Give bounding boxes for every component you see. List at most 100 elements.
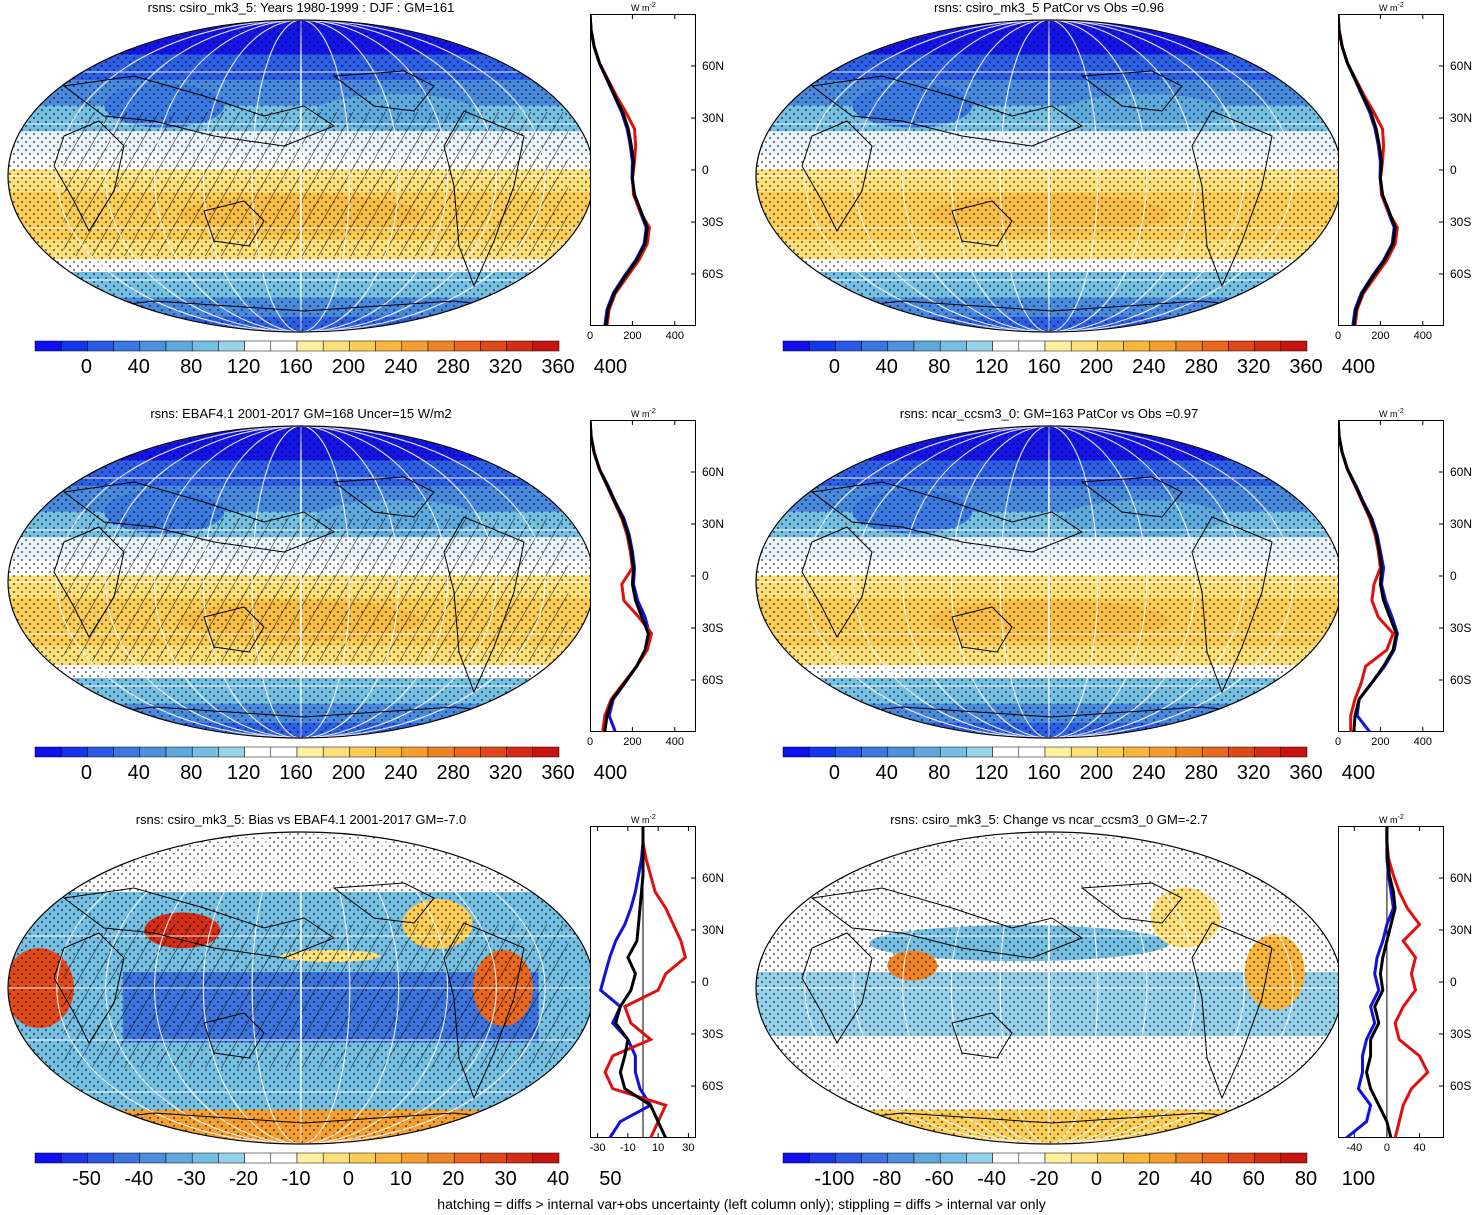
colorbar-tick-label: 280	[436, 356, 470, 378]
colorbar-labels: 0 40 80 120 160 200 240 280 320 360 400	[782, 356, 1375, 380]
colorbar-tick-label: 280	[1184, 356, 1218, 378]
profile-unit-exponent: -2	[1397, 814, 1404, 821]
profile-series-line	[603, 826, 688, 1138]
colorbar-tick-label: 240	[1132, 762, 1166, 784]
profile-frame	[1338, 826, 1444, 1138]
colorbar-tick-label: 240	[384, 762, 418, 784]
profile-xtick-label: 30	[682, 1142, 695, 1154]
colorbar-tick-label: 40	[127, 762, 150, 784]
colorbar-tick-label: 80	[1294, 1168, 1318, 1190]
profile-lat-label: 30S	[1450, 215, 1472, 229]
profile-lat-label: 0	[1450, 975, 1457, 989]
colorbar-tick-label: 0	[828, 356, 840, 378]
profile-series-line	[1364, 826, 1397, 1138]
graticule	[8, 832, 594, 1144]
profile-unit-label: W m-2	[1379, 2, 1404, 13]
world-map	[755, 19, 1343, 333]
profile-lat-label: 30N	[1450, 517, 1473, 531]
colorbar-tick-label: 400	[593, 356, 628, 378]
map-field	[756, 426, 1342, 738]
profile-lat-label: 30S	[702, 621, 724, 635]
colorbar-tick-label: 320	[488, 356, 523, 378]
world-map	[755, 831, 1343, 1145]
colorbar-tick-label: 320	[1236, 356, 1271, 378]
colorbar-tick-label: 240	[384, 356, 418, 378]
graticule	[8, 20, 594, 332]
profile-frame	[590, 420, 696, 732]
colorbar	[782, 746, 1308, 758]
profile-lat-label: 60S	[1450, 673, 1472, 687]
colorbar-tick-label: 160	[1027, 762, 1061, 784]
colorbar-tick-label: 120	[226, 356, 261, 378]
colorbar-tick-label: 80	[180, 762, 203, 784]
colorbar-labels: 0 40 80 120 160 200 240 280 320 360 400	[34, 762, 627, 786]
profile-xtick-label: 200	[623, 736, 642, 748]
map-field	[756, 832, 1342, 1144]
colorbar-tick-label: -100	[814, 1168, 855, 1190]
map-title: rsns: csiro_mk3_5: Change vs ncar_ccsm3_…	[890, 812, 1208, 827]
profile-lat-label: 60N	[702, 465, 725, 479]
profile-xtick-label: 0	[586, 330, 594, 342]
profile-lat-label: 60S	[702, 1079, 724, 1093]
profile-series-line	[614, 826, 668, 1138]
colorbar-tick-label: 320	[1236, 762, 1271, 784]
colorbar-tick-label: 120	[974, 356, 1009, 378]
map-field	[8, 20, 594, 332]
profile-series-line	[1338, 14, 1397, 326]
colorbar-tick-label: 200	[1079, 356, 1114, 378]
colorbar-tick-label: 400	[1341, 356, 1376, 378]
profile-unit-exponent: -2	[1397, 408, 1404, 415]
profile-lat-label: 0	[1450, 569, 1457, 583]
zonal-mean-profile	[1338, 420, 1444, 732]
graticule	[756, 20, 1342, 332]
colorbar	[34, 340, 560, 352]
profile-lat-label: 30N	[1450, 111, 1473, 125]
colorbar-tick-label: 80	[928, 356, 951, 378]
profile-xtick-label: 400	[665, 330, 684, 342]
colorbar-tick-label: -60	[924, 1168, 954, 1190]
colorbar-tick-label: -50	[71, 1168, 101, 1190]
colorbar-tick-label: 360	[1289, 356, 1323, 378]
colorbar-tick-label: -20	[229, 1168, 259, 1190]
profile-series-line	[1338, 420, 1398, 732]
profile-lat-label: 60N	[1450, 59, 1473, 73]
colorbar-tick-label: 20	[442, 1168, 465, 1190]
colorbar-tick-label: 200	[331, 356, 366, 378]
colorbar	[34, 746, 560, 758]
colorbar-tick-label: 120	[226, 762, 261, 784]
zonal-mean-profile	[590, 14, 696, 326]
profile-unit-exponent: -2	[1397, 2, 1404, 9]
colorbar-tick-label: 280	[1184, 762, 1218, 784]
profile-xtick-label: 400	[665, 736, 684, 748]
map-field	[756, 20, 1342, 332]
profile-xtick-label: -30	[589, 1142, 606, 1154]
profile-xtick-label: 200	[623, 330, 642, 342]
colorbar-tick-label: 360	[1289, 762, 1323, 784]
profile-lat-label: 60N	[1450, 465, 1473, 479]
colorbar-tick-label: 0	[828, 762, 840, 784]
colorbar-tick-label: -40	[977, 1168, 1007, 1190]
profile-xtick-label: 0	[586, 736, 594, 748]
zonal-mean-profile	[1338, 826, 1444, 1138]
profile-xtick-label: 10	[652, 1142, 665, 1154]
colorbar-tick-label: 0	[80, 356, 92, 378]
colorbar-tick-label: 320	[488, 762, 523, 784]
colorbar	[782, 1152, 1308, 1164]
profile-unit-label: W m-2	[631, 408, 656, 419]
colorbar-tick-label: 360	[541, 356, 575, 378]
colorbar-tick-label: 20	[1137, 1168, 1160, 1190]
colorbar-tick-label: 30	[494, 1168, 517, 1190]
colorbar-tick-label: 40	[875, 762, 898, 784]
map-panel: rsns: csiro_mk3_5: Change vs ncar_ccsm3_…	[748, 812, 1483, 1212]
profile-xtick-label: 200	[1371, 330, 1390, 342]
profile-lat-label: 30S	[702, 215, 724, 229]
profile-lat-label: 60S	[702, 267, 724, 281]
map-panel: rsns: EBAF4.1 2001-2017 GM=168 Uncer=15 …	[0, 406, 735, 806]
profile-xtick-label: 200	[1371, 736, 1390, 748]
map-title: rsns: csiro_mk3_5: Bias vs EBAF4.1 2001-…	[135, 812, 467, 827]
profile-lat-label: 30S	[1450, 621, 1472, 635]
colorbar-tick-label: 40	[1190, 1168, 1213, 1190]
world-map	[7, 831, 595, 1145]
colorbar-tick-label: 10	[389, 1168, 412, 1190]
map-panel: rsns: csiro_mk3_5: Bias vs EBAF4.1 2001-…	[0, 812, 735, 1212]
